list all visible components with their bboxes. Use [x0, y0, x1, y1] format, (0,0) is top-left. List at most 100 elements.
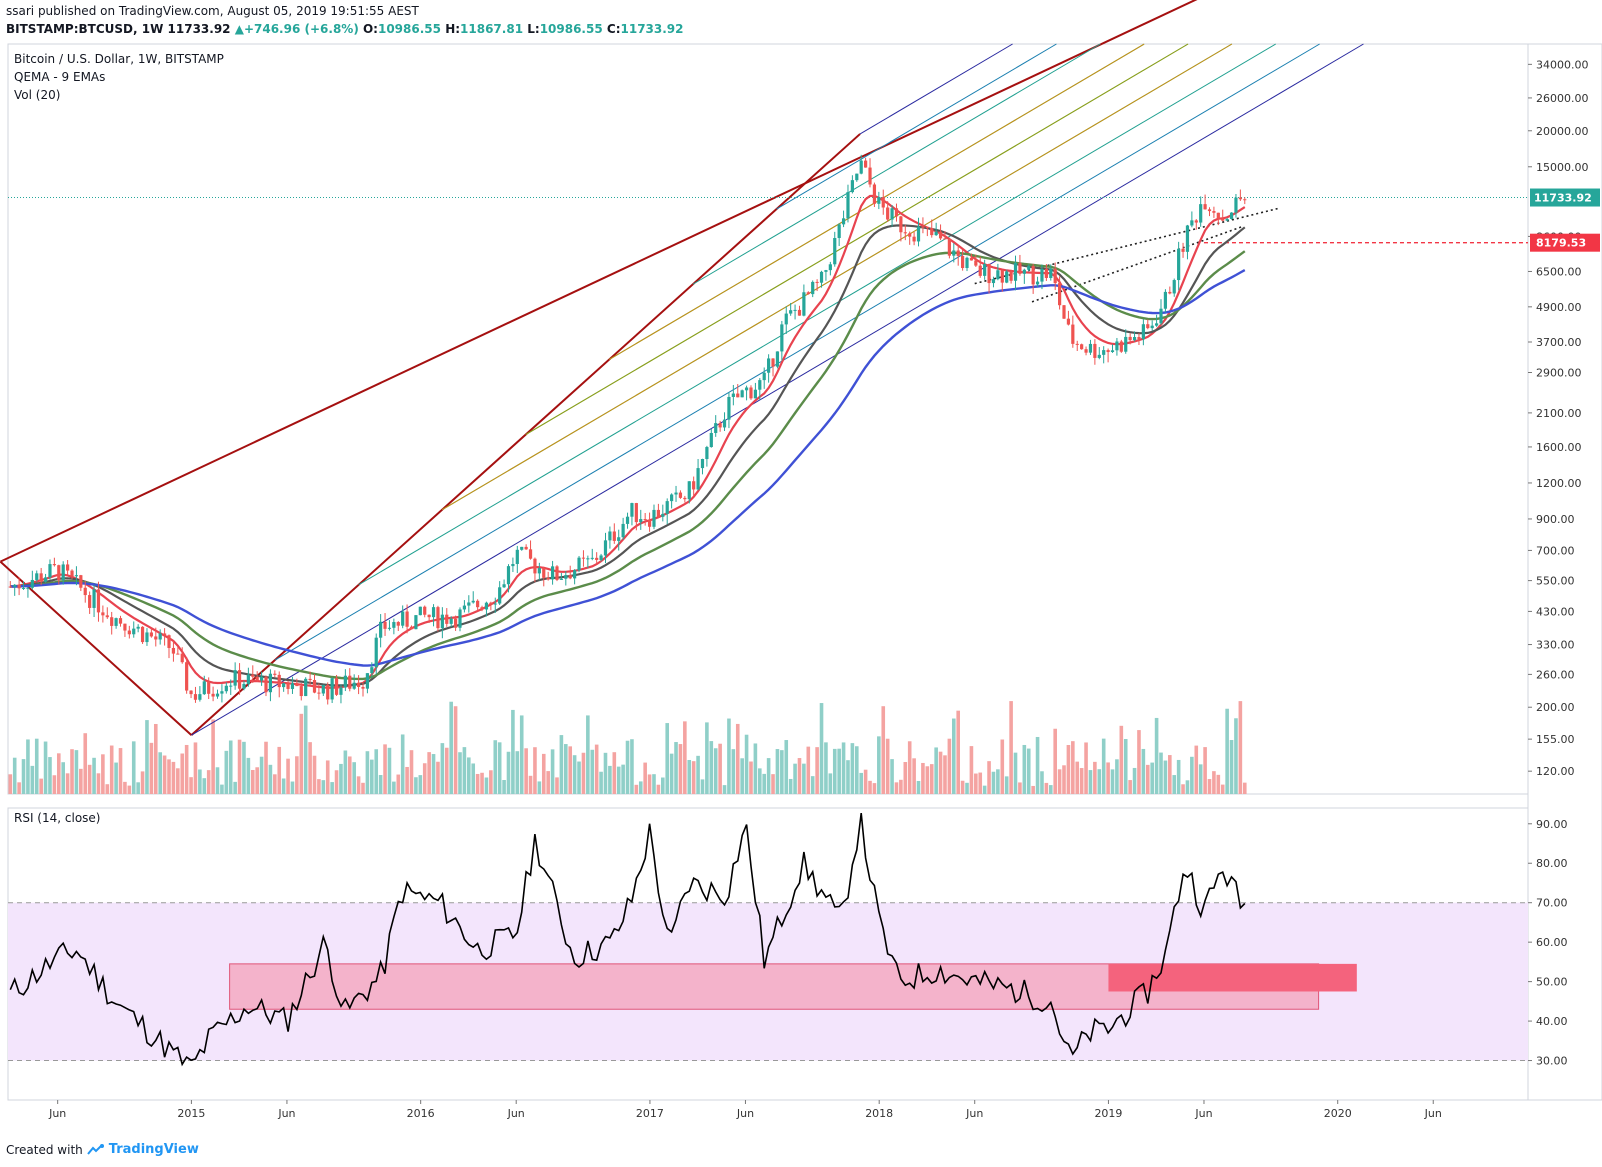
candle-body [996, 270, 1000, 280]
volume-bar [475, 773, 480, 794]
candle-body [92, 589, 96, 608]
candle-body [859, 160, 863, 174]
volume-bar [916, 781, 921, 794]
candle-body [1035, 281, 1040, 285]
volume-bar [1097, 769, 1102, 794]
candle-body [1080, 344, 1084, 350]
time-tick-label: Jun [507, 1107, 525, 1120]
volume-bar [259, 756, 264, 794]
volume-bar [273, 774, 277, 794]
volume-bar [1009, 701, 1013, 794]
volume-bar [471, 763, 476, 794]
volume-bar [766, 758, 771, 794]
volume-bar [894, 782, 899, 794]
volume-bar [577, 761, 581, 794]
rsi-tick-label: 60.00 [1536, 936, 1568, 949]
volume-bar [286, 758, 290, 794]
price-tick-label: 4900.00 [1536, 301, 1582, 314]
candle-body [991, 279, 996, 284]
volume-bar [1101, 738, 1106, 794]
candle-body [674, 492, 678, 495]
pitchfork-handle-line [0, 560, 193, 736]
ohlc-header: BITSTAMP:BTCUSD, 1W 11733.92 ▲+746.96 (+… [6, 22, 684, 36]
candle-body [118, 618, 123, 624]
volume-bar [149, 742, 154, 794]
candle-body [515, 549, 519, 564]
volume-bar [700, 779, 705, 794]
volume-bar [61, 762, 65, 794]
volume-bar [1212, 771, 1216, 794]
candle-body [784, 313, 788, 325]
candle-body [617, 537, 621, 541]
candle-body [978, 265, 982, 276]
volume-bar [718, 743, 722, 794]
volume-bar [762, 773, 767, 794]
candle-body [974, 260, 978, 266]
candle-body [339, 687, 343, 695]
candle-body [894, 208, 899, 217]
candle-body [13, 584, 17, 587]
volume-bar [925, 766, 930, 794]
volume-bar [572, 755, 577, 794]
candle-body [277, 674, 281, 688]
candle-body [1000, 270, 1004, 283]
volume-bar [749, 761, 753, 794]
candle-body [361, 686, 365, 689]
candle-body [105, 615, 109, 618]
volume-bar [334, 770, 339, 794]
candle-body [21, 587, 26, 589]
volume-bar [317, 779, 321, 794]
candle-body [850, 180, 854, 193]
volume-bar [581, 752, 586, 794]
candle-body [670, 494, 674, 502]
price-tick-label: 1600.00 [1536, 441, 1582, 454]
volume-bar [881, 706, 886, 794]
candle-body [290, 683, 295, 689]
volume-bar [123, 781, 127, 794]
volume-bar [105, 784, 110, 794]
volume-bar [237, 739, 242, 794]
volume-bar [797, 758, 802, 794]
volume-bar [21, 759, 26, 794]
volume-bar [740, 758, 744, 794]
candle-body [1154, 323, 1159, 326]
candle-body [740, 390, 744, 398]
high-value: 11867.81 [460, 22, 524, 36]
candle-body [908, 233, 912, 237]
candle-body [312, 680, 317, 693]
candle-body [828, 264, 832, 271]
pitchfork-level-line [441, 43, 1233, 511]
tradingview-brand[interactable]: TradingView [108, 1142, 199, 1157]
candle-body [471, 600, 475, 603]
candle-body [145, 632, 149, 643]
candle-body [330, 678, 334, 700]
volume-bar [810, 776, 815, 794]
last-price: 11733.92 [167, 22, 231, 36]
volume-bar [502, 780, 506, 794]
candle-body [1207, 209, 1212, 212]
volume-bar [34, 738, 39, 794]
volume-bar [436, 761, 440, 794]
candle-body [1216, 212, 1220, 219]
price-tick-label: 120.00 [1536, 765, 1575, 778]
volume-bar [1198, 764, 1203, 794]
candle-body [1159, 308, 1163, 324]
volume-bar [361, 782, 365, 794]
candle-body [722, 419, 727, 428]
time-tick-label: 2016 [407, 1107, 435, 1120]
volume-bar [1119, 725, 1124, 794]
volume-bar [929, 764, 934, 794]
volume-bar [1154, 717, 1159, 794]
candle-body [577, 557, 581, 571]
volume-bar [947, 738, 952, 794]
volume-bar [1203, 747, 1207, 794]
volume-bar [969, 746, 974, 794]
volume-bar [1084, 742, 1088, 794]
candle-body [1071, 324, 1075, 344]
volume-bar [727, 718, 731, 794]
price-tick-label: 3700.00 [1536, 336, 1582, 349]
created-with-label: Created with [6, 1142, 83, 1157]
candle-body [1124, 336, 1128, 352]
candle-body [872, 184, 877, 204]
